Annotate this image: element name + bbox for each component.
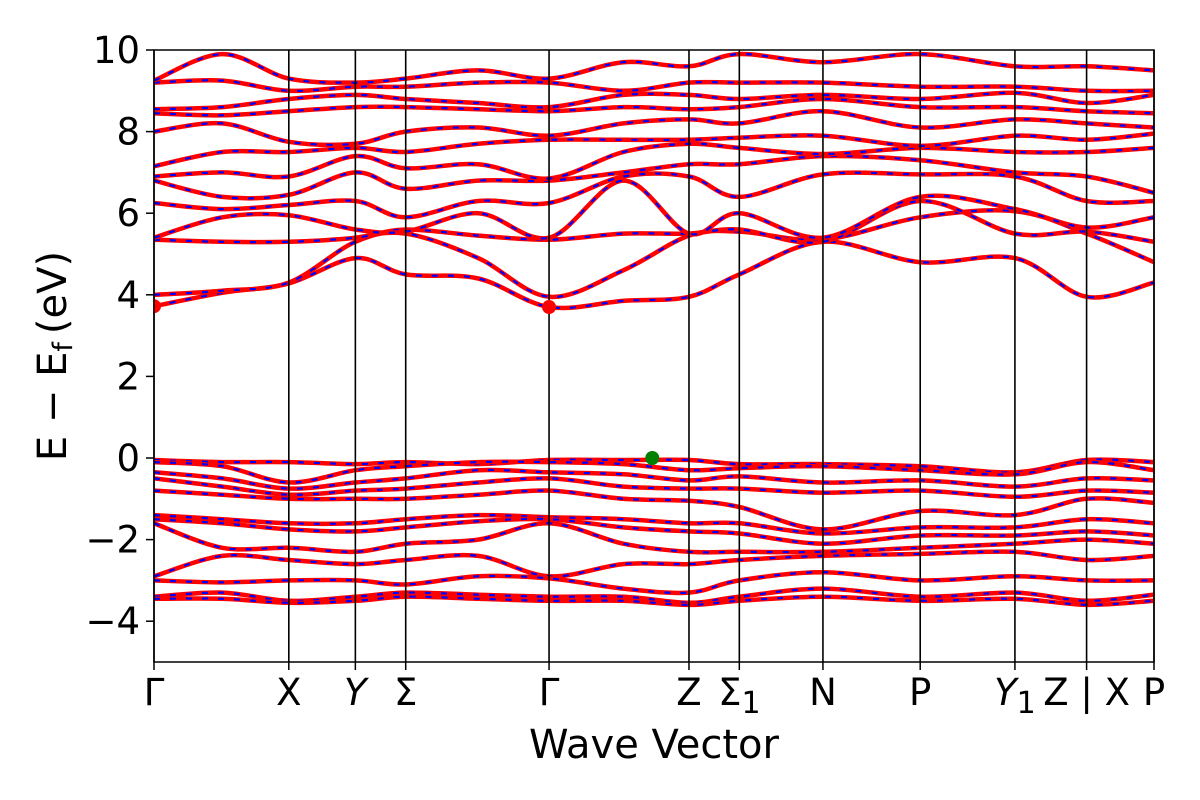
x-tick-label: Σ1 [718, 671, 760, 721]
x-tick-label: P [1143, 671, 1165, 714]
band-line-dashed [154, 97, 1154, 117]
y-tick-label: 4 [116, 274, 140, 317]
x-tick-label: P [909, 671, 931, 714]
y-axis-label-unit: (eV) [30, 251, 76, 334]
y-tick-label: 6 [116, 192, 140, 235]
extrema-markers [154, 299, 660, 465]
x-tick-label: N [809, 671, 837, 714]
band-line-dashed [154, 154, 1154, 200]
band-line-dashed [154, 240, 1154, 310]
band-line-dashed [154, 52, 1154, 84]
x-tick-label: Z | X [1043, 671, 1130, 714]
y-tick-label: −4 [85, 600, 140, 643]
y-tick-label: 10 [93, 29, 140, 72]
x-tick-label: Y1 [994, 671, 1036, 721]
band-line-dashed [154, 199, 1154, 244]
band-line-dashed [154, 522, 1154, 554]
x-tick-label: Γ [539, 671, 560, 714]
cbm-marker [154, 299, 161, 314]
band-line [154, 90, 1154, 112]
band-line-dashed [154, 142, 1154, 180]
x-tick-label: X [276, 671, 301, 714]
x-tick-label: Σ [394, 671, 417, 714]
x-tick-label: Z [676, 671, 701, 714]
x-tick-label: Y [344, 671, 369, 714]
band-line [154, 488, 1154, 532]
y-tick-label: 8 [116, 111, 140, 154]
y-tick-label: 0 [116, 437, 140, 480]
band-line [154, 131, 1154, 169]
x-axis-label: Wave Vector [529, 722, 780, 768]
cbm-marker [542, 300, 557, 315]
bands-group [154, 51, 1154, 608]
y-axis-label-sub: f [48, 341, 79, 352]
band-line-dashed [154, 179, 1154, 240]
band-line [154, 516, 1154, 546]
band-line-dashed [154, 550, 1154, 578]
band-line [154, 78, 1154, 94]
band-line [154, 569, 1154, 596]
y-axis-ticks: −4 −2 0 2 4 6 8 10 [85, 29, 154, 643]
band-line [154, 459, 1154, 485]
band-line-dashed [154, 110, 1154, 146]
band-line-dashed [154, 595, 1154, 607]
band-line [154, 467, 1154, 491]
y-tick-label: −2 [85, 519, 140, 562]
band-line-dashed [154, 209, 1154, 298]
plot-frame [153, 49, 1155, 663]
y-axis-label-main: E − E [30, 352, 76, 462]
x-axis-ticks: Γ X Y Σ Γ Z Σ1 N P Y1 Z | X P [144, 662, 1165, 721]
band-line-dashed [154, 513, 1154, 535]
vbm-marker [645, 451, 660, 465]
band-line-dashed [154, 171, 1154, 219]
band-line-dashed [154, 458, 1154, 474]
y-tick-label: 2 [116, 355, 140, 398]
y-axis-label: E − Ef (eV) [30, 251, 79, 461]
band-line [154, 476, 1154, 500]
x-tick-label: Γ [144, 671, 165, 714]
